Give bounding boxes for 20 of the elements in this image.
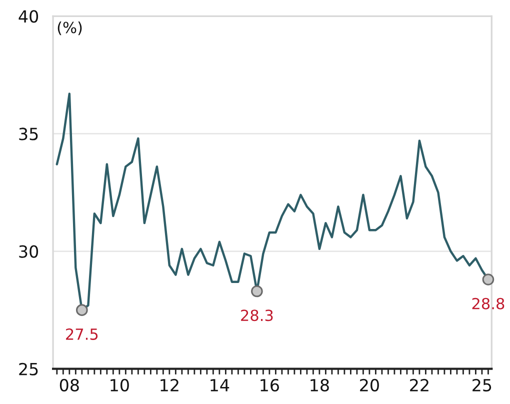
y-tick-label: 30	[19, 245, 38, 258]
x-tick-label: 16	[260, 378, 279, 392]
x-tick-label: 14	[210, 379, 230, 392]
x-tick-label: 25	[472, 378, 492, 392]
y-tick-label: 25	[19, 362, 38, 376]
point	[251, 285, 263, 298]
data-label: 28.8	[472, 298, 504, 310]
x-tick-label: 12	[160, 378, 178, 392]
x-tick-label: 18	[310, 378, 329, 392]
x-tick-label: 22	[410, 378, 428, 392]
data-label: 27.5	[66, 328, 98, 340]
x-tick-label: 20	[360, 378, 379, 392]
y-tick-label: 40	[18, 10, 38, 23]
x-tick-label: 08	[60, 378, 79, 392]
y-axis-title: (%)	[58, 21, 82, 36]
point	[76, 304, 88, 316]
point	[482, 274, 494, 286]
x-tick-label: 10	[110, 378, 129, 392]
data-label: 28.3	[241, 310, 273, 322]
y-tick-label: 35	[19, 128, 38, 140]
